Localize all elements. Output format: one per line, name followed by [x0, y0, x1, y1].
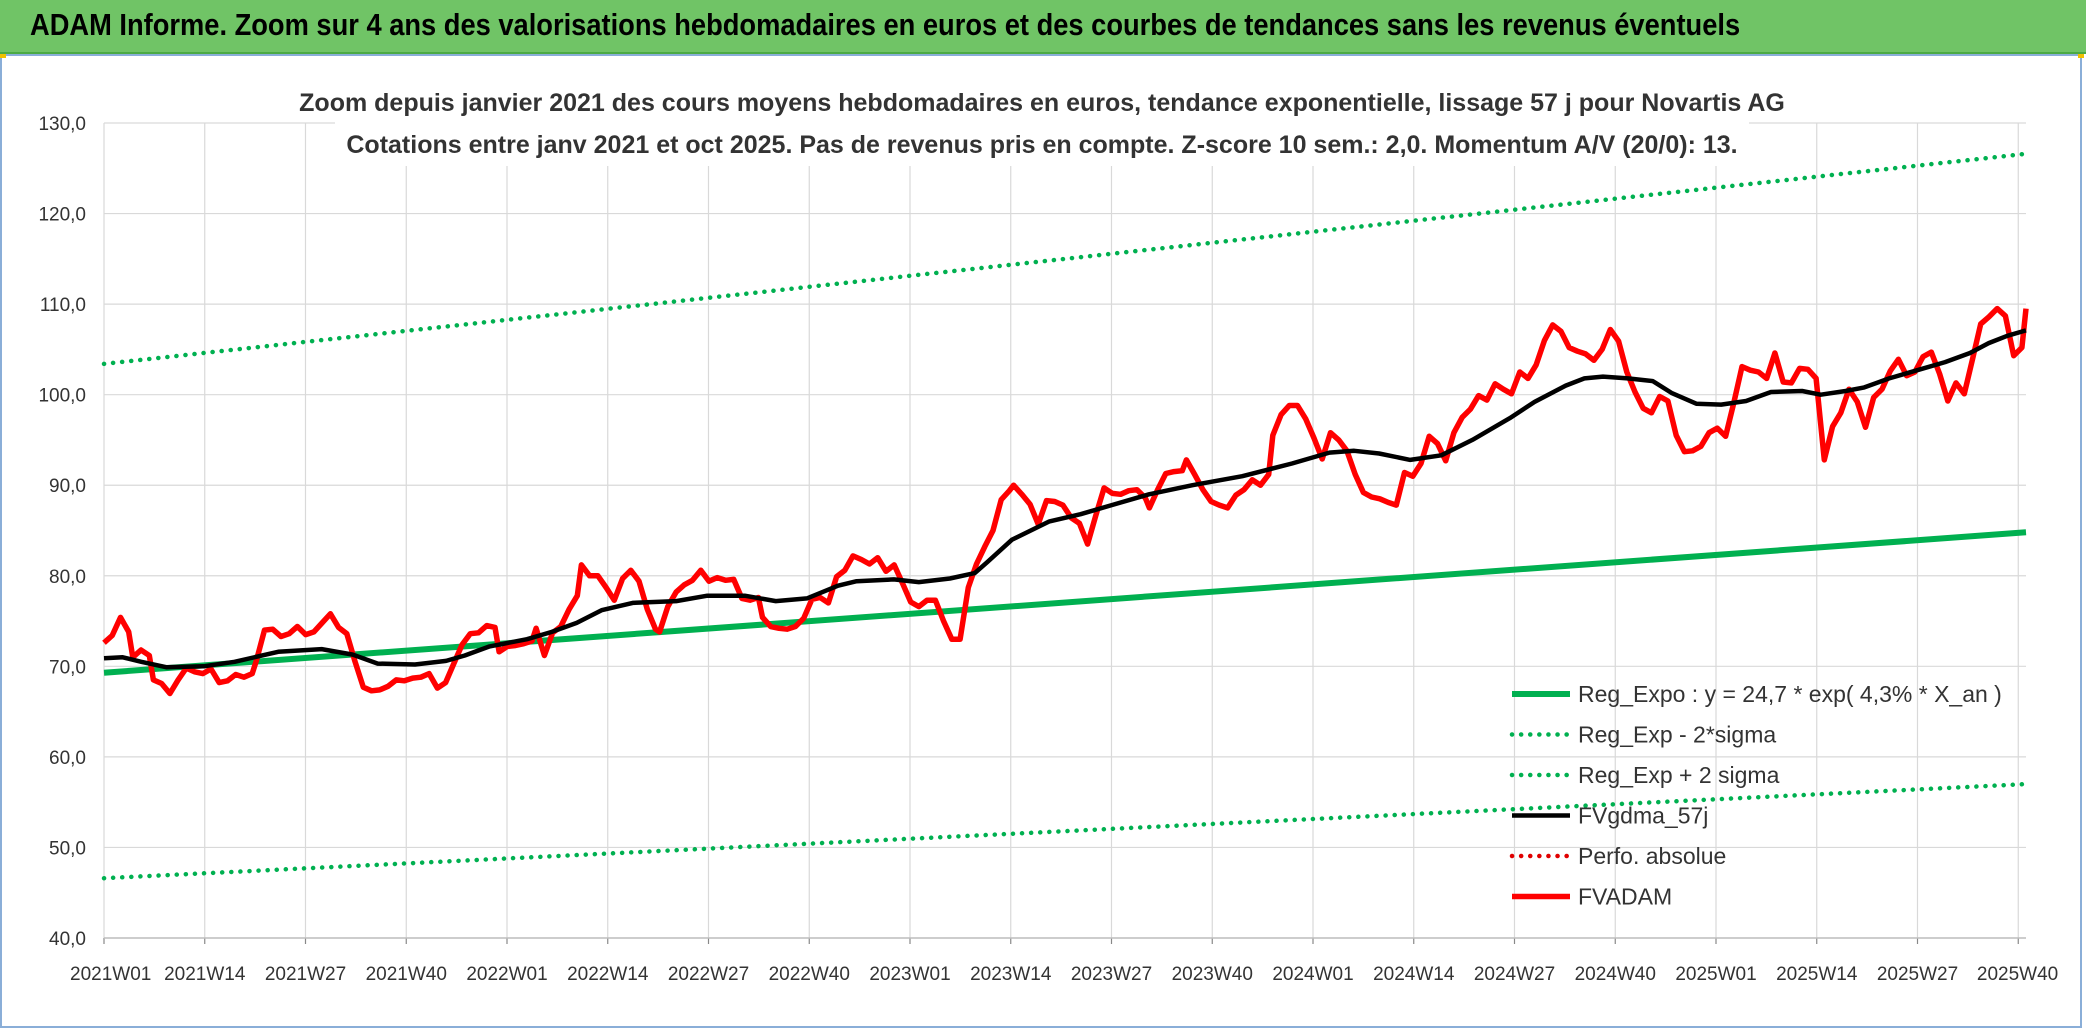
y-tick-label: 70,0: [49, 657, 86, 678]
legend: Reg_Expo : y = 24,7 * exp( 4,3% * X_an )…: [1509, 681, 2002, 910]
x-tick-label: 2022W14: [567, 964, 649, 985]
legend-label: Perfo. absolue: [1578, 843, 1726, 869]
y-tick-label: 50,0: [49, 838, 86, 859]
x-tick-label: 2024W14: [1373, 964, 1455, 985]
series-line: [101, 781, 2029, 881]
title-background: [335, 78, 1749, 166]
legend-label: FVgdma_57j: [1578, 803, 1708, 829]
x-tick-label: 2021W27: [265, 964, 346, 985]
x-tick-label: 2022W27: [668, 964, 749, 985]
x-tick-label: 2024W40: [1575, 964, 1656, 985]
y-tick-label: 130,0: [38, 114, 86, 135]
x-tick-label: 2023W14: [970, 964, 1052, 985]
chart-subtitle: Cotations entre janv 2021 et oct 2025. P…: [346, 131, 1737, 159]
plot-area: [101, 151, 2029, 881]
y-tick-label: 110,0: [40, 295, 86, 316]
series-line: [103, 328, 2027, 670]
x-tick-label: 2024W01: [1272, 964, 1353, 985]
x-tick-label: 2022W01: [466, 964, 547, 985]
corner-marker: [2078, 54, 2084, 58]
x-axis: 2021W01 2021W14 2021W27 2021W40 2022W01 2022W…: [70, 964, 2058, 985]
chart-frame: [0, 54, 2082, 1028]
x-tick-label: 2025W01: [1675, 964, 1756, 985]
x-tick-label: 2021W01: [70, 964, 151, 985]
report-title: ADAM Informe. Zoom sur 4 ans des valoris…: [30, 7, 1741, 42]
y-tick-label: 120,0: [38, 205, 86, 226]
series-line: [103, 529, 2027, 676]
y-tick-label: 90,0: [49, 476, 86, 497]
x-tick-label: 2025W27: [1877, 964, 1958, 985]
y-tick-label: 60,0: [49, 748, 86, 769]
grid: [103, 122, 2026, 944]
legend-label: FVADAM: [1578, 884, 1672, 910]
y-tick-label: 40,0: [49, 929, 86, 950]
corner-marker: [0, 54, 6, 58]
chart-title: Zoom depuis janvier 2021 des cours moyen…: [299, 89, 1785, 117]
x-tick-label: 2025W14: [1776, 964, 1858, 985]
x-tick-label: 2023W40: [1172, 964, 1253, 985]
report-banner: ADAM Informe. Zoom sur 4 ans des valoris…: [0, 0, 2086, 54]
x-tick-label: 2023W27: [1071, 964, 1152, 985]
x-tick-label: 2023W01: [869, 964, 950, 985]
y-axis: 40,0 50,0 60,0 70,0 80,0 90,0 100,0 110,0 120,0 1…: [38, 114, 86, 950]
x-tick-label: 2022W40: [769, 964, 850, 985]
x-tick-label: 2021W14: [164, 964, 246, 985]
legend-label: Reg_Exp - 2*sigma: [1578, 722, 1776, 748]
legend-label: Reg_Exp + 2 sigma: [1578, 762, 1780, 788]
y-tick-label: 100,0: [38, 386, 86, 407]
x-tick-label: 2025W40: [1977, 964, 2058, 985]
legend-label: Reg_Expo : y = 24,7 * exp( 4,3% * X_an ): [1578, 681, 2002, 707]
series-line: [101, 151, 2029, 367]
y-tick-label: 80,0: [49, 567, 86, 588]
chart-title-box: Zoom depuis janvier 2021 des cours moyen…: [299, 78, 1785, 166]
series-line: [102, 305, 2029, 697]
x-tick-label: 2021W40: [366, 964, 447, 985]
x-tick-label: 2024W27: [1474, 964, 1555, 985]
